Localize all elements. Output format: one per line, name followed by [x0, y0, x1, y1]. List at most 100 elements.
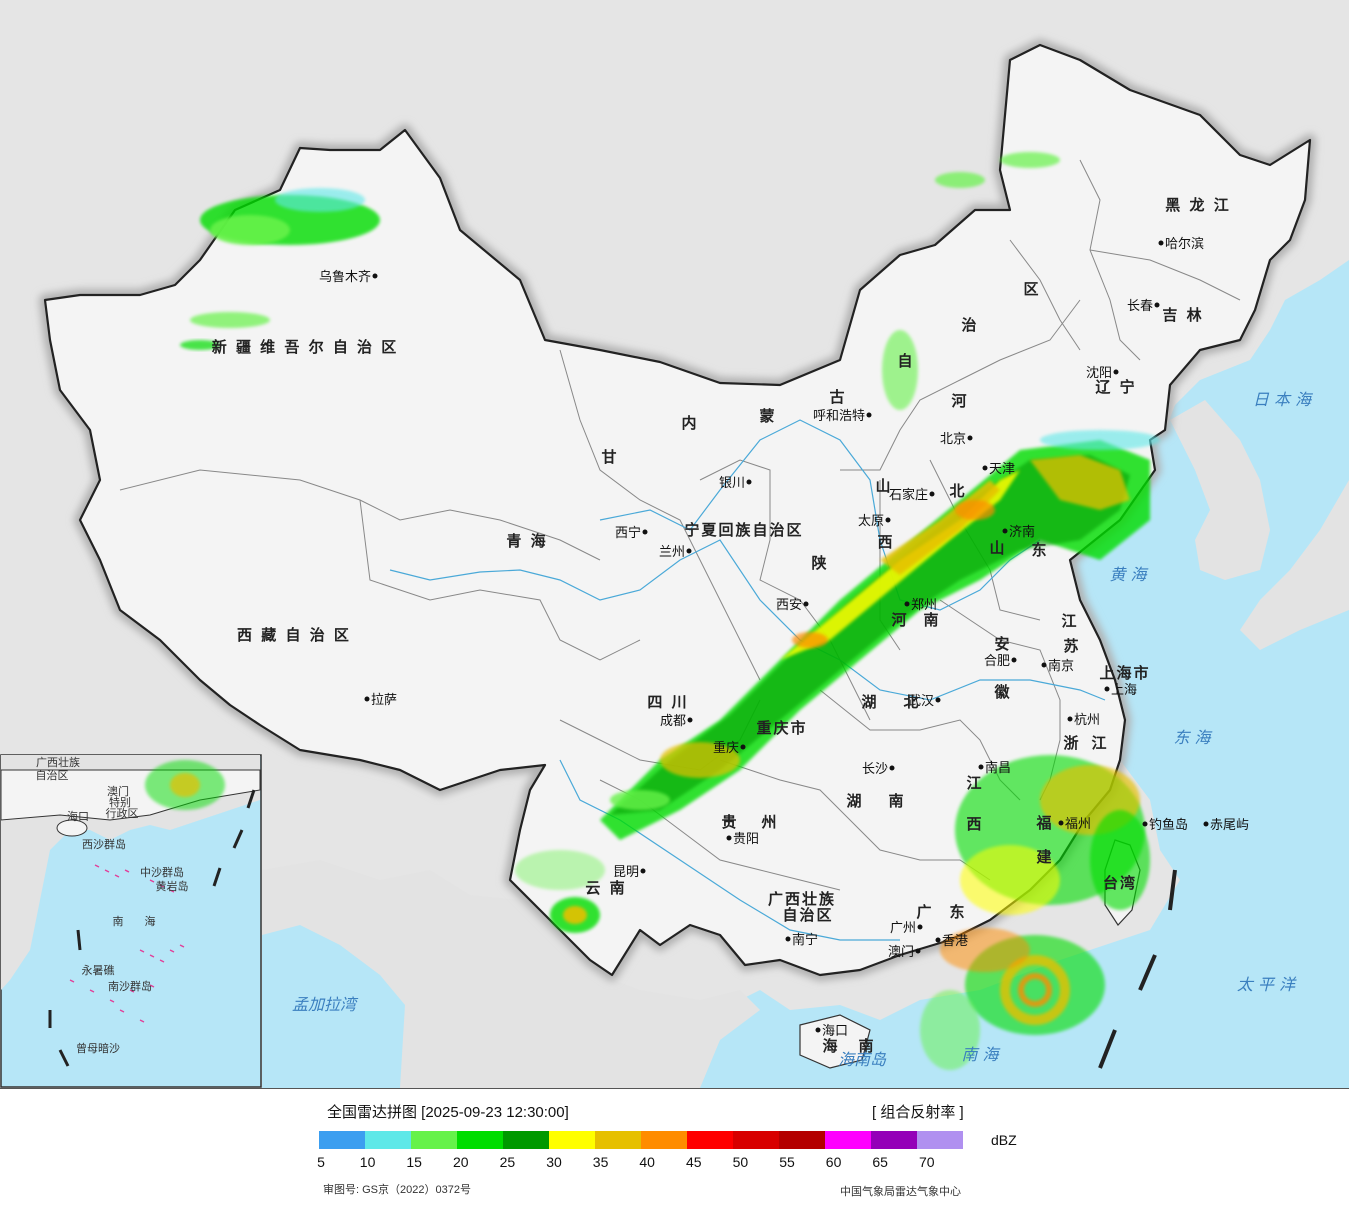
province-label: 西 — [877, 533, 894, 551]
city-marker — [372, 273, 378, 279]
maritime-boundary — [1098, 869, 1177, 1069]
city-marker — [1158, 240, 1164, 246]
province-label: 西 — [966, 815, 983, 833]
city-label: 济南 — [1009, 524, 1035, 540]
province-label: 重庆市 — [756, 719, 807, 737]
inset-label: 南 — [113, 915, 124, 928]
legend-tick: 40 — [639, 1154, 655, 1170]
city-label: 沈阳 — [1086, 366, 1112, 381]
province-label: 北 — [949, 482, 966, 500]
inset-label: 澳门 — [107, 784, 129, 798]
sea-east — [640, 260, 1349, 1088]
city-label: 呼和浩特 — [813, 409, 865, 424]
province-label: 台湾 — [1103, 874, 1137, 892]
city-marker — [935, 697, 941, 703]
province-label: 上海市 — [1099, 664, 1150, 682]
color-scale-bar — [319, 1131, 963, 1149]
city-label: 银川 — [719, 476, 745, 491]
province-label: 辽 宁 — [1095, 378, 1136, 396]
city-marker — [1002, 528, 1008, 534]
city-marker — [642, 529, 648, 535]
province-label: 黑 龙 江 — [1165, 196, 1230, 214]
bay-of-bengal — [262, 925, 405, 1088]
city-label: 重庆 — [713, 740, 739, 756]
province-label: 浙 — [1063, 734, 1080, 752]
color-swatch — [365, 1131, 411, 1149]
province-label: 建 — [1036, 848, 1053, 866]
legend-tick: 70 — [919, 1154, 935, 1170]
province-label: 徽 — [993, 683, 1011, 701]
city-label: 拉萨 — [371, 693, 397, 708]
city-marker — [885, 517, 891, 523]
city-label: 天津 — [989, 462, 1015, 477]
japan-land — [1240, 480, 1349, 650]
legend-unit: dBZ — [991, 1132, 1017, 1148]
province-label: 江 — [1091, 734, 1108, 752]
province-label: 湖 — [846, 792, 863, 810]
province-label: 河 — [891, 611, 908, 629]
inset-label: 西沙群岛 — [82, 837, 126, 851]
province-label: 青 海 — [506, 532, 547, 550]
province-label: 甘 — [601, 448, 618, 466]
legend-tick: 10 — [359, 1154, 376, 1170]
color-swatch — [733, 1131, 779, 1149]
city-label: 哈尔滨 — [1165, 236, 1204, 252]
inset-label: 特别 — [109, 795, 131, 809]
city-label: 武汉 — [908, 694, 934, 709]
city-marker — [889, 765, 895, 771]
province-label: 广西壮族 — [768, 890, 836, 908]
legend-tick: 45 — [686, 1154, 702, 1170]
sea-label: 日 本 海 — [1253, 390, 1313, 409]
legend-product: [ 组合反射率 ] — [872, 1104, 964, 1121]
city-marker — [726, 835, 732, 841]
color-swatch — [641, 1131, 687, 1149]
city-marker — [978, 764, 984, 770]
radar-echoes — [180, 152, 1160, 1070]
city-label: 澳门 — [888, 944, 914, 960]
province-label: 宁夏回族自治区 — [684, 521, 803, 539]
inset-label: 黄岩岛 — [156, 879, 189, 893]
color-swatch — [825, 1131, 871, 1149]
legend-ticks: 5 10 15 20 25 30 35 40 45 50 55 60 65 70 — [0, 1154, 1349, 1174]
city-marker — [364, 696, 370, 702]
color-swatch — [319, 1131, 365, 1149]
inset-label: 行政区 — [106, 806, 139, 820]
city-label: 郑州 — [911, 598, 937, 613]
city-marker — [740, 744, 746, 750]
province-label: 南 — [888, 792, 905, 810]
province-label: 内 — [681, 414, 698, 432]
province-label: 自治区 — [782, 906, 833, 924]
city-marker — [687, 717, 693, 723]
city-label: 长春 — [1127, 299, 1153, 314]
province-label: 自 — [897, 352, 914, 370]
city-marker — [917, 924, 923, 930]
province-label: 安 — [994, 635, 1011, 653]
city-marker — [1041, 662, 1047, 668]
city-marker — [1067, 716, 1073, 722]
legend-tick: 25 — [499, 1154, 516, 1170]
province-label: 治 — [961, 316, 978, 334]
color-swatch — [871, 1131, 917, 1149]
color-swatch — [779, 1131, 825, 1149]
city-marker — [1203, 821, 1209, 827]
city-label: 钓鱼岛 — [1149, 817, 1188, 833]
city-marker — [640, 868, 646, 874]
province-label: 新 疆 维 吾 尔 自 治 区 — [212, 338, 399, 356]
province-label: 河 — [951, 392, 968, 410]
province-label: 南 — [858, 1037, 875, 1055]
city-marker — [1154, 302, 1160, 308]
legend-tick: 35 — [592, 1154, 609, 1170]
city-label: 贵阳 — [733, 832, 759, 847]
province-label: 贵 — [721, 813, 738, 831]
legend-tick: 50 — [732, 1154, 749, 1170]
city-label: 北京 — [940, 432, 966, 447]
city-marker — [1011, 657, 1017, 663]
city-label: 海口 — [822, 1024, 848, 1039]
city-label: 西安 — [776, 598, 802, 613]
legend-tick: 15 — [406, 1154, 422, 1170]
city-label: 兰州 — [659, 545, 685, 560]
province-label: 古 — [829, 388, 846, 406]
